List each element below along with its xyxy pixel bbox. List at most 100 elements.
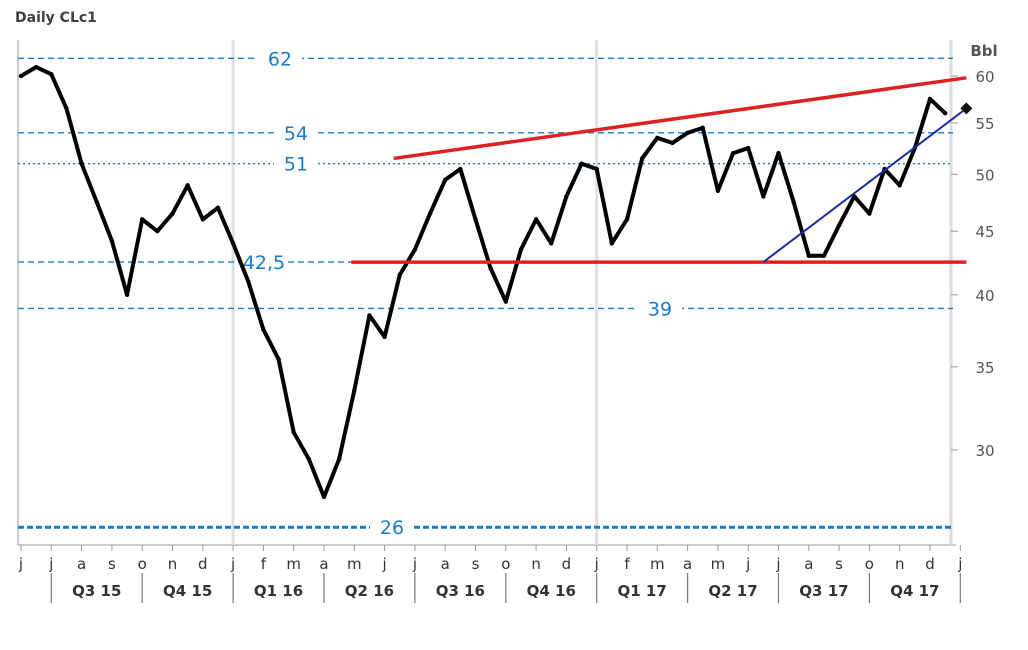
ytick-label-50: 50 — [975, 166, 994, 184]
price-point — [730, 151, 736, 156]
unit-label: Bbl — [970, 42, 997, 60]
month-label: j — [957, 555, 962, 573]
price-point — [443, 177, 448, 182]
month-label: d — [562, 555, 572, 573]
price-point — [624, 217, 630, 222]
price-point — [488, 266, 493, 271]
month-label: j — [775, 555, 780, 573]
level-label-bg — [274, 151, 318, 176]
price-point — [230, 241, 236, 246]
level-label-62: 62 — [268, 48, 292, 70]
price-point — [518, 247, 524, 252]
level-label-bg — [274, 120, 318, 145]
month-label: s — [835, 555, 843, 573]
price-point — [821, 253, 827, 258]
price-point — [321, 494, 327, 500]
month-label: m — [650, 555, 665, 573]
ytick-label-45: 45 — [975, 223, 994, 241]
month-label: n — [895, 555, 905, 573]
month-label: s — [108, 555, 116, 573]
price-point — [215, 205, 221, 210]
ytick-label-30: 30 — [975, 442, 994, 460]
price-point — [639, 156, 645, 161]
price-point — [412, 247, 418, 252]
quarter-label: Q2 17 — [708, 582, 757, 600]
price-point — [473, 217, 478, 222]
month-label: j — [230, 555, 235, 573]
price-point — [185, 183, 190, 188]
price-point — [700, 125, 705, 131]
price-point — [776, 151, 781, 156]
month-label: j — [412, 555, 417, 573]
ytick-label-35: 35 — [975, 359, 994, 377]
chart-title: Daily CLc1 — [15, 10, 97, 26]
month-label: a — [683, 555, 692, 573]
month-label: d — [925, 555, 935, 573]
quarter-label: Q3 15 — [72, 582, 121, 600]
quarter-label: Q3 16 — [436, 582, 485, 600]
price-point — [261, 327, 266, 332]
level-label-39: 39 — [648, 298, 672, 320]
month-label: f — [624, 555, 630, 573]
price-point — [867, 211, 872, 216]
price-point — [594, 166, 599, 172]
price-point — [791, 199, 796, 205]
month-label: a — [804, 555, 813, 573]
price-point — [79, 161, 84, 166]
price-point — [564, 194, 569, 199]
quarter-label: Q2 16 — [345, 582, 394, 600]
price-point — [155, 229, 160, 234]
price-point — [397, 272, 402, 278]
price-point — [715, 188, 721, 194]
price-point — [291, 430, 296, 435]
last-price-marker — [960, 102, 973, 115]
ytick-label-55: 55 — [975, 115, 994, 133]
price-point — [170, 211, 175, 216]
month-label: s — [472, 555, 480, 573]
month-label: j — [745, 555, 750, 573]
price-point — [503, 299, 508, 304]
price-point — [685, 130, 690, 136]
level-label-54: 54 — [284, 123, 308, 145]
price-point — [533, 217, 539, 222]
price-point — [897, 183, 902, 188]
price-point — [670, 140, 675, 146]
ytick-label-60: 60 — [975, 68, 994, 86]
price-point — [352, 388, 357, 393]
month-label: o — [501, 555, 510, 573]
price-point — [109, 238, 115, 244]
price-point — [33, 64, 39, 70]
level-label-bg — [638, 296, 682, 321]
price-point — [549, 241, 554, 246]
price-point — [806, 253, 811, 258]
level-label-51: 51 — [284, 154, 308, 176]
price-point — [836, 223, 842, 228]
month-label: m — [347, 555, 362, 573]
trendline-0 — [393, 76, 967, 161]
price-point — [200, 217, 205, 222]
price-point — [458, 166, 463, 172]
price-point — [382, 334, 387, 340]
quarter-label: Q4 16 — [527, 582, 576, 600]
price-point — [746, 145, 751, 151]
month-label: f — [261, 555, 267, 573]
price-point — [336, 456, 342, 462]
price-point — [427, 211, 433, 216]
trendline-2 — [762, 107, 967, 263]
price-point — [655, 135, 660, 141]
price-point — [367, 313, 372, 318]
price-point — [761, 194, 766, 199]
month-label: o — [865, 555, 874, 573]
price-point — [94, 199, 99, 205]
month-label: a — [77, 555, 86, 573]
month-label: j — [48, 555, 53, 573]
quarter-label: Q4 15 — [163, 582, 212, 600]
month-label: n — [531, 555, 541, 573]
month-label: m — [711, 555, 726, 573]
price-point — [64, 106, 69, 111]
month-label: d — [198, 555, 208, 573]
quarter-label: Q4 17 — [890, 582, 939, 600]
price-point — [927, 96, 933, 102]
quarter-label: Q3 17 — [799, 582, 848, 600]
